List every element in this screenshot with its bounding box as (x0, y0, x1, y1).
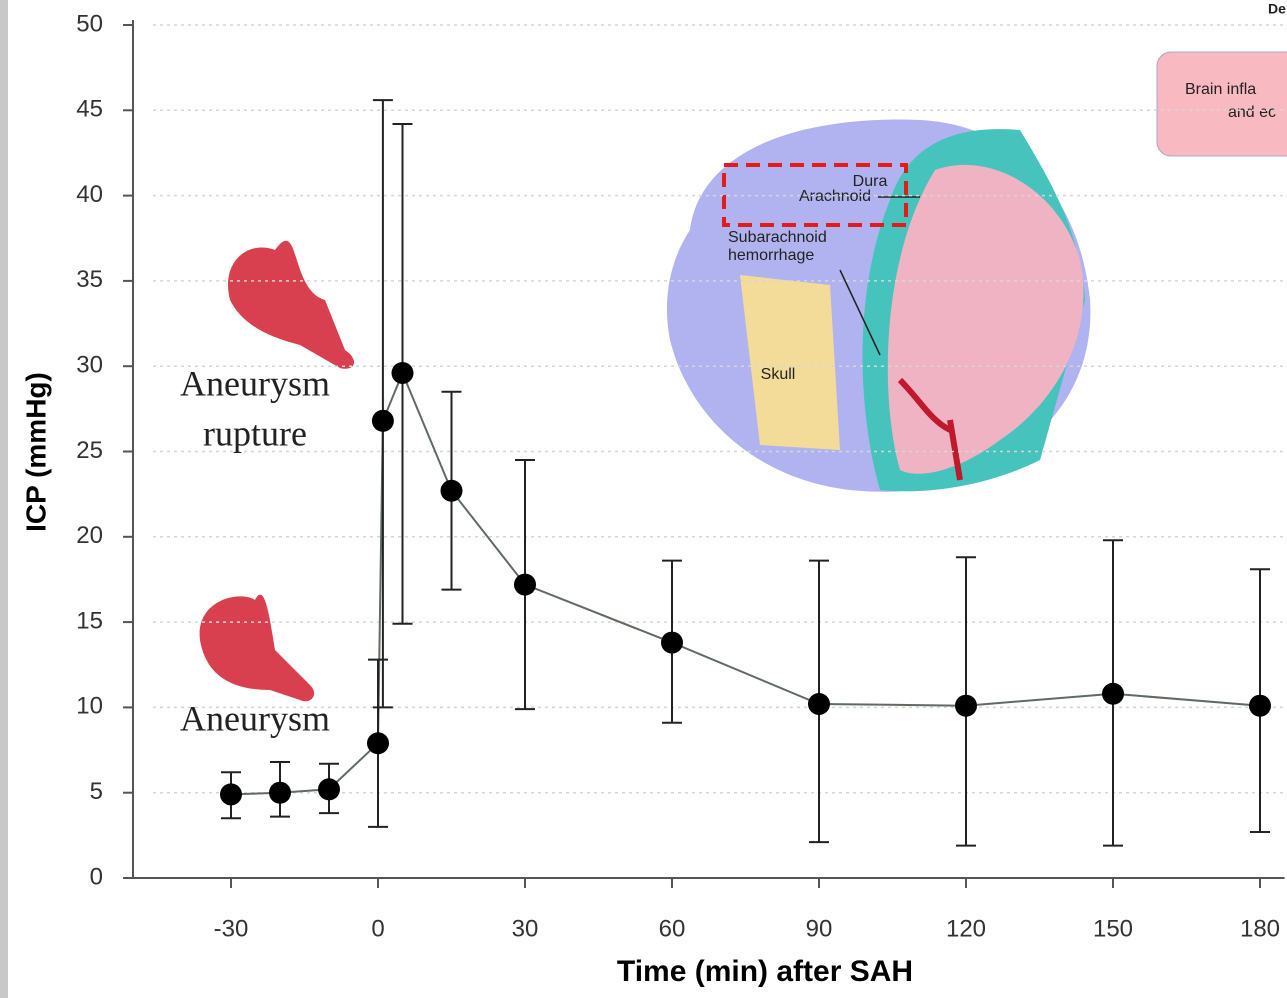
aneurysm-rupture-icon (228, 240, 355, 369)
diagram-label: Dura (853, 173, 888, 190)
x-tick-label: -30 (214, 915, 249, 942)
x-tick-label: 60 (659, 915, 686, 942)
y-tick-label: 35 (76, 266, 103, 293)
corner-text: Brain infla (1185, 81, 1256, 98)
annotation: Aneurysm (180, 363, 330, 403)
diagram-label: Skull (761, 366, 796, 383)
y-tick-label: 10 (76, 693, 103, 720)
corner-text: De (1268, 1, 1286, 17)
data-point (269, 781, 291, 804)
data-point (1249, 694, 1271, 717)
data-point (955, 694, 977, 717)
x-axis-label: Time (min) after SAH (617, 955, 913, 988)
data-point (514, 573, 536, 596)
y-tick-label: 50 (76, 10, 103, 37)
y-tick-label: 40 (76, 181, 103, 208)
x-tick-label: 0 (371, 915, 384, 942)
x-tick-label: 120 (946, 915, 986, 942)
y-tick-label: 30 (76, 352, 103, 379)
y-tick-label: 15 (76, 607, 103, 634)
data-point (808, 692, 830, 715)
y-tick-label: 5 (90, 778, 103, 805)
x-tick-label: 180 (1240, 915, 1280, 942)
data-point (391, 362, 414, 385)
data-point (661, 631, 683, 654)
diagram-label: Subarachnoid (728, 229, 827, 246)
data-point (440, 479, 463, 502)
annotation: Aneurysm (180, 698, 330, 738)
y-tick-label: 0 (90, 863, 103, 890)
data-point (220, 783, 242, 806)
brain-illustration (666, 119, 1091, 492)
diagram-label: Arachnoid (799, 188, 871, 205)
diagram-label: hemorrhage (728, 247, 814, 264)
x-tick-label: 30 (512, 915, 539, 942)
aneurysm-icon (199, 594, 315, 702)
data-point (367, 732, 389, 755)
frame-edge (0, 0, 8, 998)
corner-box (1156, 51, 1287, 157)
x-tick-label: 150 (1093, 915, 1133, 942)
data-point (318, 778, 340, 801)
data-point (371, 409, 394, 432)
y-axis-label: ICP (mmHg) (20, 372, 51, 532)
y-tick-label: 45 (76, 96, 103, 123)
y-tick-label: 25 (76, 437, 103, 464)
y-tick-label: 20 (76, 522, 103, 549)
x-tick-label: 90 (806, 915, 833, 942)
corner-text: and ec (1228, 104, 1276, 121)
data-point (1102, 682, 1124, 705)
annotation: rupture (203, 413, 307, 453)
